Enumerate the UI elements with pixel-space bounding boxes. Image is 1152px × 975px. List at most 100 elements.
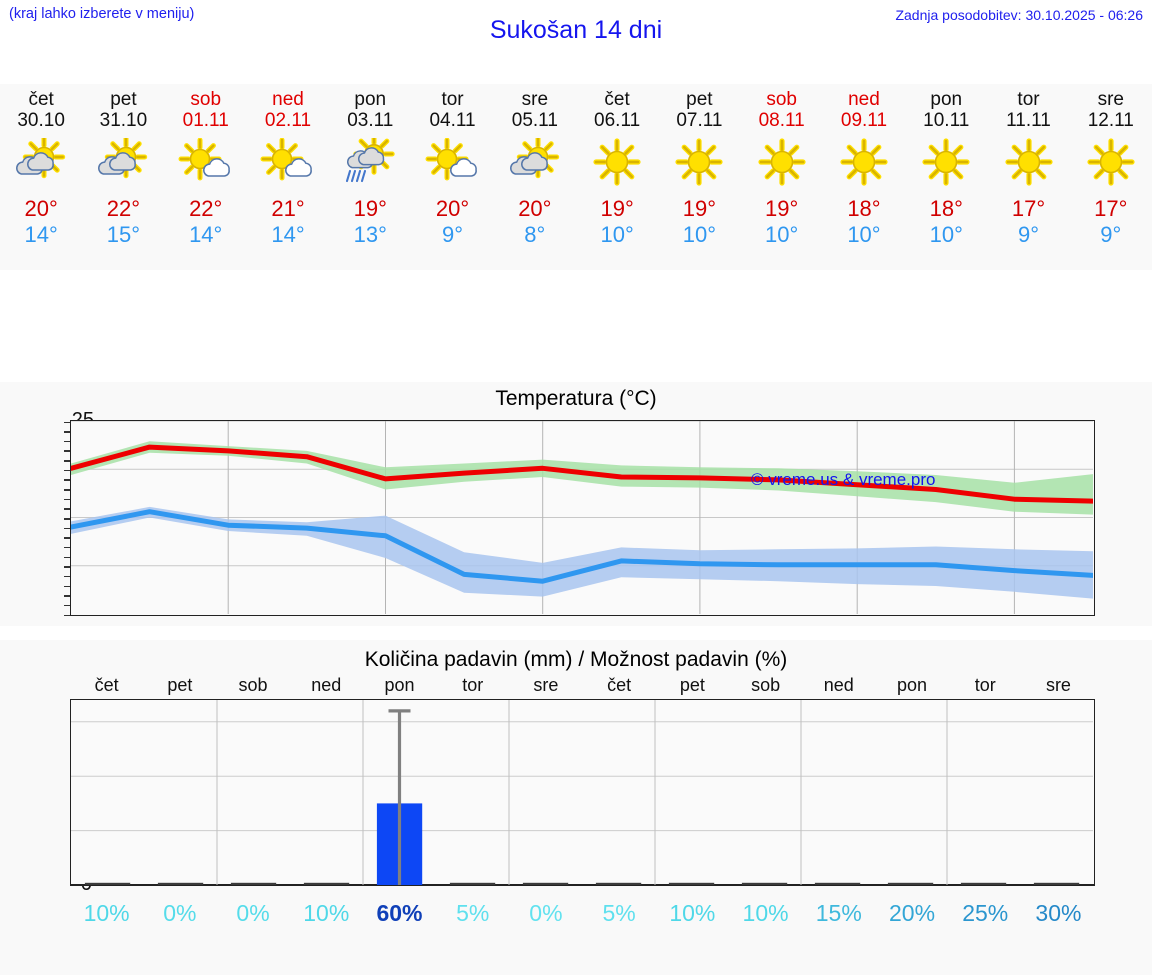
sun-behind-cloud-icon — [13, 136, 69, 188]
forecast-temp-min: 14° — [189, 222, 223, 247]
temperature-y-axis-tick — [64, 518, 71, 520]
precipitation-day-label: ned — [311, 675, 342, 695]
forecast-day-date: 07.11 — [676, 110, 723, 131]
precipitation-probability: 20% — [888, 900, 936, 926]
forecast-temp-min: 8° — [524, 222, 546, 247]
forecast-temp-max: 20° — [24, 196, 58, 221]
forecast-day-name: pet — [686, 89, 713, 110]
temperature-y-axis-tick — [64, 469, 71, 472]
forecast-temp-max: 22° — [189, 196, 223, 221]
precipitation-day-label: čet — [94, 675, 119, 695]
precipitation-probability: 5% — [456, 900, 490, 926]
temperature-y-axis-tick — [64, 575, 71, 578]
precipitation-probability: 10% — [742, 900, 789, 926]
forecast-temp-min: 10° — [682, 222, 717, 247]
precipitation-day-label: ned — [823, 675, 854, 695]
forecast-day-column[interactable]: ned 02.11 21° 14° — [247, 84, 329, 270]
precipitation-probability-row: 10% 0% 0% 10% 60% 5% 0% 5% 10% 10% 15% 20% 25% 30% — [70, 900, 1095, 934]
forecast-day-date: 31.10 — [99, 110, 148, 131]
forecast-day-date: 03.11 — [347, 110, 394, 131]
temperature-y-axis-tick — [64, 440, 71, 443]
forecast-day-column[interactable]: ned 09.11 18° 10° — [823, 84, 905, 270]
temperature-chart-title: Temperatura (°C) — [495, 387, 657, 410]
temperature-y-axis-tick — [64, 508, 71, 510]
forecast-day-name: sob — [190, 89, 222, 110]
last-updated-text: Zadnja posodobitev: 30.10.2025 - 06:26 — [895, 7, 1143, 23]
precipitation-day-label: pet — [167, 675, 193, 695]
precipitation-day-label: sob — [238, 675, 268, 695]
precipitation-plot-area: 0102030 — [0, 699, 1152, 895]
forecast-day-column[interactable]: tor 11.11 17° 9° — [987, 84, 1069, 270]
forecast-temp-min: 10° — [847, 222, 881, 247]
precipitation-day-label: sre — [533, 675, 559, 695]
forecast-temp-min: 14° — [271, 222, 305, 247]
temperature-y-axis-tick — [64, 527, 71, 530]
forecast-day-column[interactable]: sre 12.11 17° 9° — [1070, 84, 1152, 270]
precipitation-probability: 10% — [83, 900, 130, 926]
forecast-day-name: sre — [1097, 89, 1124, 110]
forecast-day-date: 04.11 — [429, 110, 476, 131]
forecast-day-column[interactable]: sre 05.11 20° 8° — [494, 84, 576, 270]
forecast-day-date: 30.10 — [17, 110, 65, 131]
forecast-day-column[interactable]: čet 06.11 19° 10° — [576, 84, 658, 270]
precipitation-day-label: tor — [974, 675, 996, 695]
precipitation-day-label: pon — [896, 675, 928, 695]
temperature-y-axis-tick — [64, 460, 71, 462]
forecast-temp-max: 19° — [353, 196, 387, 221]
precipitation-chart-title: Količina padavin (mm) / Možnost padavin … — [364, 648, 788, 671]
sun-behind-cloud-icon — [95, 136, 151, 188]
forecast-day-column[interactable]: sob 08.11 19° 10° — [741, 84, 823, 270]
temperature-y-axis-tick — [64, 556, 71, 559]
sun-small-cloud-icon — [178, 136, 234, 188]
precipitation-day-labels: čet pet sob ned pon tor sre čet pet sob ned pon tor s… — [70, 675, 1095, 699]
forecast-day-date: 06.11 — [594, 110, 641, 131]
precipitation-probability: 10% — [303, 900, 350, 926]
precipitation-day-label: čet — [607, 675, 632, 695]
forecast-day-column[interactable]: pet 31.10 22° 15° — [82, 84, 164, 270]
sun-icon — [1083, 136, 1139, 188]
temperature-y-axis-tick — [64, 566, 71, 568]
forecast-day-column[interactable]: sob 01.11 22° 14° — [165, 84, 247, 270]
page-header: (kraj lahko izberete v meniju) Sukošan 1… — [0, 0, 1152, 62]
temperature-y-axis-tick — [64, 585, 71, 588]
forecast-day-name: sre — [521, 89, 549, 110]
precipitation-probability: 30% — [1035, 900, 1082, 926]
forecast-day-column[interactable]: pon 10.11 18° 10° — [905, 84, 987, 270]
forecast-temp-min: 9° — [442, 222, 464, 247]
forecast-day-column[interactable]: tor 04.11 20° 9° — [411, 84, 493, 270]
forecast-day-date: 09.11 — [840, 110, 888, 131]
forecast-day-date: 05.11 — [511, 110, 558, 131]
forecast-temp-max: 19° — [600, 196, 634, 221]
forecast-day-name: čet — [604, 89, 630, 110]
precipitation-day-label: tor — [462, 675, 484, 695]
forecast-temp-min: 15° — [106, 222, 141, 247]
sun-icon — [754, 136, 810, 188]
forecast-day-column[interactable]: čet 30.10 20° 14° — [0, 84, 82, 270]
location-menu-hint[interactable]: (kraj lahko izberete v meniju) — [9, 6, 195, 22]
sun-small-cloud-icon — [260, 136, 316, 188]
temperature-plot-area: 10152025 © vreme.us & vreme.pro — [0, 409, 1152, 616]
forecast-day-date: 11.11 — [1006, 110, 1051, 131]
forecast-temp-min: 9° — [1100, 222, 1122, 247]
temperature-y-axis-tick — [64, 421, 71, 423]
forecast-temp-max: 17° — [1011, 196, 1046, 221]
forecast-day-name: ned — [272, 89, 304, 110]
forecast-day-name: sob — [766, 89, 797, 110]
forecast-day-date: 08.11 — [758, 110, 805, 131]
precipitation-probability: 0% — [163, 900, 197, 926]
forecast-temp-max: 22° — [106, 196, 141, 221]
temperature-y-axis-tick — [64, 450, 71, 452]
forecast-day-column[interactable]: pon 03.11 19° 13° — [329, 84, 411, 270]
sun-icon — [671, 136, 727, 188]
forecast-day-name: tor — [441, 89, 464, 110]
forecast-temp-min: 10° — [929, 222, 963, 247]
forecast-day-date: 02.11 — [264, 110, 312, 131]
forecast-temp-max: 18° — [929, 196, 963, 221]
forecast-day-column[interactable]: pet 07.11 19° 10° — [658, 84, 740, 270]
precipitation-day-label: pon — [384, 675, 415, 695]
forecast-temp-max: 21° — [271, 196, 305, 221]
forecast-day-name: pet — [110, 89, 137, 110]
daily-forecast-strip: čet 30.10 20° 14° pet 31.10 22° 15° sob 01.11 2… — [0, 84, 1152, 270]
forecast-day-date: 01.11 — [182, 110, 229, 131]
